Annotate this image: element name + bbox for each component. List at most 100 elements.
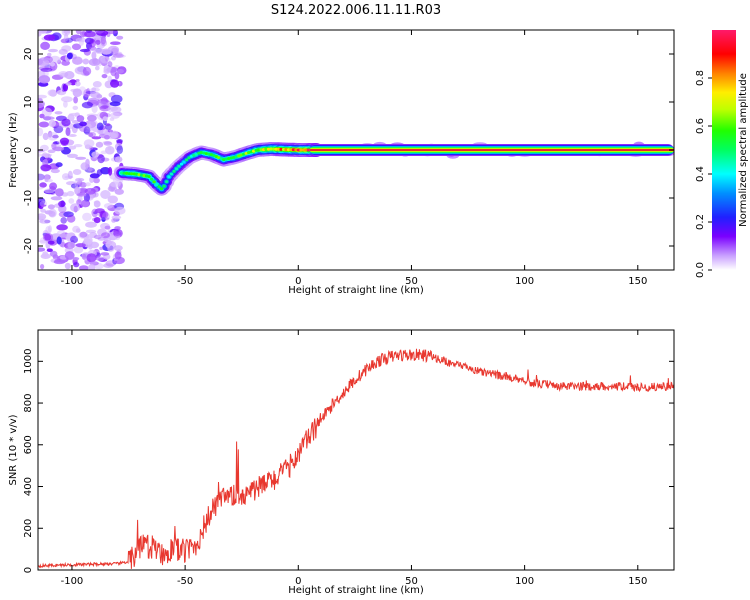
- ridge-blob: [147, 175, 151, 179]
- noise-speckle: [110, 79, 120, 88]
- noise-speckle: [89, 46, 97, 51]
- noise-speckle: [79, 121, 87, 127]
- spectrogram-y-tick-label: 0: [23, 147, 34, 153]
- noise-speckle: [66, 52, 73, 59]
- noise-speckle: [50, 168, 60, 174]
- noise-speckle: [45, 226, 51, 235]
- noise-speckle: [63, 211, 74, 218]
- ridge-blob: [132, 172, 136, 176]
- ridge-blob: [127, 172, 131, 176]
- noise-speckle: [79, 265, 89, 270]
- ridge-blob: [271, 147, 276, 151]
- noise-speckle: [38, 30, 48, 34]
- noise-speckle: [67, 170, 73, 180]
- noise-speckle: [46, 248, 53, 252]
- colorbar-gradient: [712, 30, 736, 270]
- noise-speckle: [116, 35, 124, 40]
- ridge-blob: [152, 180, 156, 184]
- noise-speckle: [64, 71, 75, 80]
- snr-y-axis-label: SNR (10 * v/v): [8, 414, 19, 485]
- noise-speckle: [67, 153, 78, 158]
- noise-speckle: [100, 167, 111, 175]
- noise-speckle: [96, 122, 104, 131]
- noise-speckle: [61, 45, 72, 52]
- snr-y-tick-label: 1000: [23, 349, 34, 374]
- ridge-blob: [301, 148, 306, 152]
- noise-speckle: [44, 178, 53, 183]
- noise-speckle: [39, 113, 45, 119]
- noise-speckle: [49, 55, 61, 64]
- snr-plot-area: [38, 330, 674, 570]
- noise-speckle: [51, 144, 62, 148]
- noise-speckle: [85, 30, 92, 33]
- ridge-blob: [274, 147, 278, 151]
- noise-speckle: [75, 243, 86, 248]
- noise-speckle: [73, 144, 83, 148]
- noise-speckle: [40, 67, 53, 72]
- noise-speckle: [114, 188, 125, 195]
- noise-speckle: [78, 38, 84, 46]
- noise-speckle: [47, 149, 56, 154]
- noise-speckle: [54, 111, 63, 115]
- noise-speckle: [100, 217, 110, 220]
- noise-speckle: [75, 79, 80, 82]
- noise-speckle: [38, 121, 50, 128]
- ridge-blob: [125, 171, 129, 175]
- ridge-blob: [286, 148, 291, 152]
- noise-speckle: [53, 141, 60, 145]
- noise-speckle: [91, 208, 99, 218]
- spectrogram-x-axis-label: Height of straight line (km): [288, 285, 424, 296]
- snr-y-tick-label: 0: [23, 567, 34, 573]
- ridge-blob: [184, 158, 189, 162]
- noise-speckle: [42, 232, 54, 242]
- noise-speckle: [41, 107, 53, 117]
- spectrogram-y-tick-label: -20: [23, 238, 34, 254]
- spectrogram-x-tick-label: 0: [295, 276, 301, 287]
- noise-speckle: [86, 123, 92, 128]
- colorbar-label: Normalized spectral amplitude: [738, 73, 749, 227]
- noise-speckle: [59, 233, 67, 238]
- noise-speckle: [79, 231, 88, 238]
- noise-speckle: [38, 173, 45, 181]
- noise-speckle: [82, 58, 90, 65]
- snr-x-axis-label: Height of straight line (km): [288, 585, 424, 596]
- noise-speckle: [75, 177, 85, 182]
- ridge-blob: [259, 148, 263, 152]
- noise-speckle: [98, 210, 109, 219]
- noise-speckle: [89, 38, 95, 44]
- noise-speckle: [85, 221, 97, 228]
- spectrogram-x-tick-label: 150: [628, 276, 647, 287]
- colorbar-tick-label: 0.8: [695, 70, 706, 86]
- noise-speckle: [107, 245, 115, 252]
- noise-speckle: [61, 96, 73, 103]
- noise-speckle: [96, 256, 105, 262]
- noise-speckle: [59, 137, 70, 145]
- noise-speckle: [75, 156, 87, 160]
- snr-x-tick-label: -50: [177, 576, 193, 587]
- noise-speckle: [72, 56, 83, 65]
- noise-speckle: [101, 232, 110, 239]
- noise-speckle: [68, 198, 75, 204]
- noise-speckle: [87, 131, 97, 138]
- noise-speckle: [72, 88, 83, 97]
- noise-speckle: [87, 114, 97, 122]
- noise-speckle: [73, 262, 80, 268]
- noise-speckle: [108, 166, 113, 176]
- noise-speckle: [115, 156, 123, 163]
- noise-speckle: [103, 134, 110, 140]
- noise-speckle: [47, 52, 52, 57]
- ridge-blob: [167, 175, 171, 179]
- noise-speckle: [105, 260, 116, 267]
- noise-speckle: [95, 141, 104, 148]
- noise-speckle: [39, 182, 47, 188]
- noise-speckle: [74, 178, 79, 188]
- noise-speckle: [107, 195, 119, 204]
- noise-speckle: [93, 200, 101, 208]
- noise-speckle: [68, 145, 77, 150]
- figure-title: S124.2022.006.11.11.R03: [271, 3, 441, 18]
- noise-speckle: [52, 146, 65, 152]
- snr-series-line: [38, 348, 674, 569]
- noise-speckle: [116, 138, 123, 144]
- ridge-blob: [182, 160, 186, 164]
- ridge-blob: [257, 148, 261, 152]
